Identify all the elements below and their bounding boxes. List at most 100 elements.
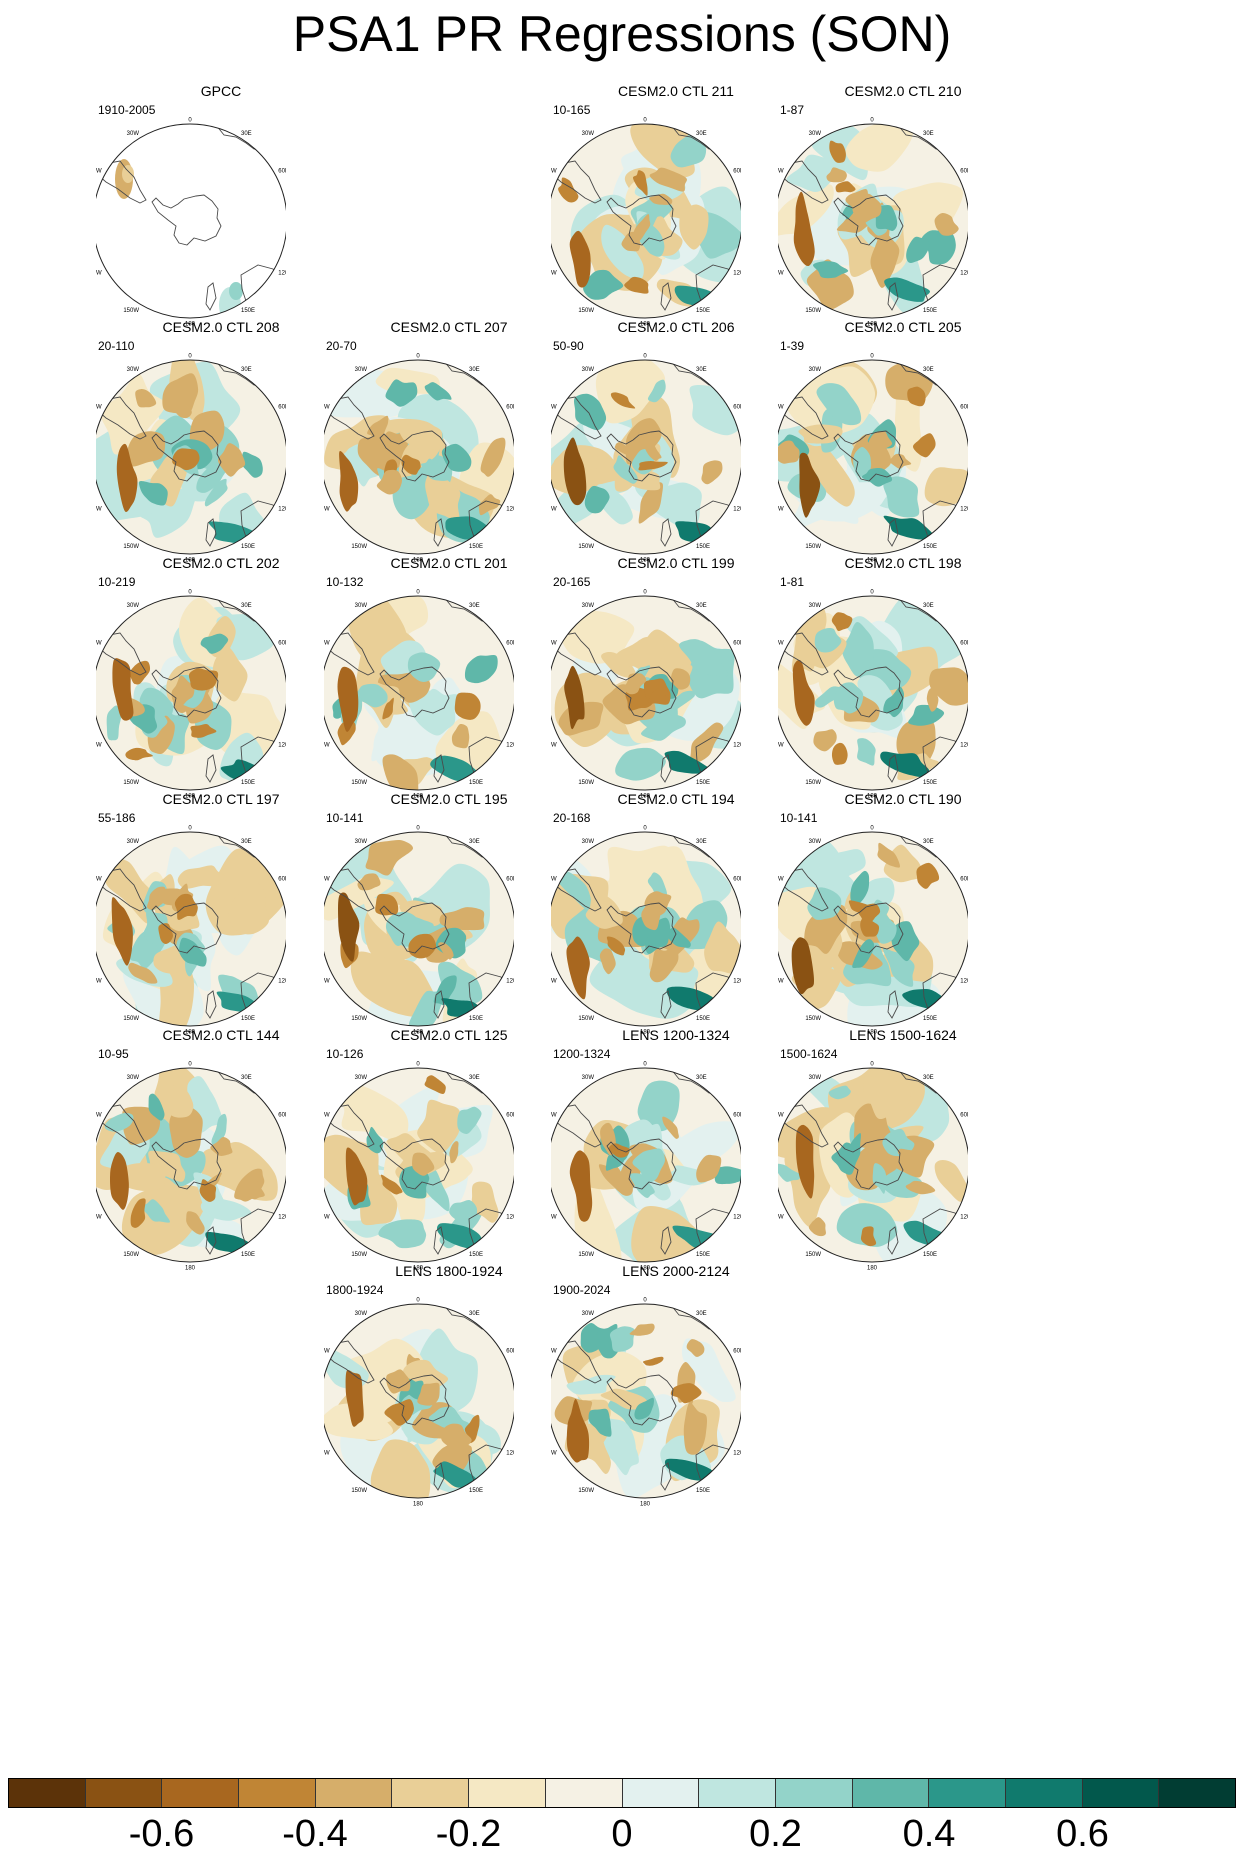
colorbar-tick-label: -0.6 bbox=[128, 1813, 195, 1855]
precip-contour bbox=[629, 1323, 655, 1336]
longitude-tick-label: 120E bbox=[278, 507, 286, 513]
precip-contour bbox=[440, 1423, 472, 1450]
page-title: PSA1 PR Regressions (SON) bbox=[292, 6, 952, 62]
longitude-tick-label: 30E bbox=[696, 839, 707, 845]
longitude-tick-label: 150E bbox=[241, 780, 255, 786]
precip-contour bbox=[615, 747, 666, 781]
precip-contour bbox=[852, 193, 882, 225]
colorbar-bin bbox=[162, 1779, 240, 1807]
precip-contour bbox=[480, 437, 506, 477]
colorbar-bin bbox=[852, 1779, 930, 1807]
longitude-tick-label: 60E bbox=[278, 169, 286, 175]
precip-contour bbox=[424, 1075, 446, 1095]
panel-year-range: 1910-2005 bbox=[98, 103, 156, 117]
panel-year-range: 50-90 bbox=[553, 339, 584, 353]
precip-contour bbox=[683, 1402, 708, 1455]
precip-contour bbox=[686, 1339, 705, 1357]
longitude-tick-label: 30E bbox=[469, 839, 480, 845]
precip-contour bbox=[148, 1150, 186, 1182]
precip-contour bbox=[934, 1160, 968, 1202]
panel-year-range: 10-141 bbox=[780, 811, 818, 825]
polar-map: 030E60E90E120E150E180150W120W90W60W30W bbox=[551, 826, 741, 1036]
map-boundary bbox=[324, 359, 514, 555]
precip-contour bbox=[870, 231, 900, 288]
longitude-tick-label: 60E bbox=[960, 169, 968, 175]
precip-contour bbox=[147, 715, 175, 754]
longitude-tick-label: 180 bbox=[413, 1266, 424, 1272]
precip-contour bbox=[828, 1085, 851, 1100]
longitude-tick-label: 30E bbox=[923, 839, 934, 845]
map-panel: LENS 1800-19241800-1924030E60E90E120E150… bbox=[324, 1263, 574, 1518]
panel-year-range: 20-110 bbox=[98, 339, 135, 353]
polar-map: 030E60E90E120E150E180150W120W90W60W30W bbox=[96, 118, 286, 328]
longitude-tick-label: 30W bbox=[355, 839, 368, 845]
precip-contour bbox=[167, 391, 192, 419]
polar-map: 030E60E90E120E150E180150W120W90W60W30W bbox=[324, 1062, 514, 1272]
precip-contour bbox=[625, 418, 662, 465]
precip-contour bbox=[829, 140, 846, 163]
panel-year-range: 10-95 bbox=[98, 1047, 129, 1061]
longitude-tick-label: 180 bbox=[185, 558, 196, 564]
longitude-tick-label: 120E bbox=[278, 743, 286, 749]
longitude-tick-label: 120E bbox=[733, 1451, 741, 1457]
precip-contour bbox=[649, 947, 679, 983]
longitude-tick-label: 120E bbox=[733, 743, 741, 749]
longitude-tick-label: 120E bbox=[278, 271, 286, 277]
precip-contour bbox=[614, 442, 633, 457]
precip-contour bbox=[595, 360, 666, 424]
longitude-tick-label: 120W bbox=[778, 743, 784, 749]
precip-contour bbox=[111, 897, 133, 966]
precip-contour bbox=[566, 936, 590, 1000]
map-panel: CESM2.0 CTL 21110-165030E60E90E120E150E1… bbox=[551, 83, 801, 338]
longitude-tick-label: 30E bbox=[696, 367, 707, 373]
precip-contour bbox=[624, 673, 647, 695]
precip-contour bbox=[376, 469, 402, 495]
longitude-tick-label: 150E bbox=[923, 544, 937, 550]
longitude-tick-label: 120W bbox=[324, 1451, 330, 1457]
precip-contour bbox=[386, 1369, 411, 1394]
precip-contour bbox=[637, 1080, 680, 1132]
precip-contour bbox=[886, 182, 963, 252]
colorbar-bin bbox=[929, 1779, 1006, 1807]
longitude-tick-label: 150E bbox=[241, 544, 255, 550]
map-field bbox=[778, 832, 968, 1026]
precip-contour bbox=[632, 1148, 665, 1184]
map-boundary bbox=[551, 1067, 741, 1263]
map-boundary bbox=[96, 831, 286, 1027]
map-boundary bbox=[778, 1067, 968, 1263]
precip-contour bbox=[417, 1382, 440, 1406]
longitude-tick-label: 60E bbox=[733, 169, 741, 175]
precip-contour bbox=[351, 683, 388, 708]
longitude-tick-label: 60W bbox=[96, 405, 102, 411]
longitude-tick-label: 150E bbox=[241, 1016, 255, 1022]
map-field bbox=[96, 124, 286, 318]
map-panel: CESM2.0 CTL 2051-39030E60E90E120E150E180… bbox=[778, 319, 1028, 574]
polar-map: 030E60E90E120E150E180150W120W90W60W30W bbox=[324, 826, 514, 1036]
longitude-tick-label: 120E bbox=[733, 1215, 741, 1221]
precip-contour bbox=[569, 1150, 593, 1222]
coastlines bbox=[552, 124, 738, 311]
panel-year-range: 1200-1324 bbox=[553, 1047, 611, 1061]
longitude-tick-label: 30W bbox=[582, 1075, 595, 1081]
precip-contour bbox=[573, 393, 607, 431]
precip-contour bbox=[401, 454, 421, 475]
longitude-tick-label: 30W bbox=[582, 1311, 595, 1317]
precip-contour bbox=[599, 948, 616, 975]
precip-contour bbox=[424, 382, 452, 401]
longitude-tick-label: 60W bbox=[778, 169, 784, 175]
precip-contour bbox=[704, 921, 741, 974]
longitude-tick-label: 120W bbox=[324, 1215, 330, 1221]
longitude-tick-label: 120E bbox=[733, 271, 741, 277]
map-panel: CESM2.0 CTL 19755-186030E60E90E120E150E1… bbox=[96, 791, 346, 1046]
longitude-tick-label: 0 bbox=[188, 590, 192, 596]
longitude-tick-label: 60E bbox=[960, 641, 968, 647]
map-field bbox=[96, 1068, 286, 1262]
precip-contour bbox=[596, 1430, 639, 1476]
precip-contour bbox=[696, 1154, 722, 1183]
longitude-tick-label: 150E bbox=[469, 1488, 483, 1494]
precip-contour bbox=[831, 612, 853, 632]
precip-contour bbox=[863, 1068, 911, 1120]
precip-contour bbox=[109, 1151, 129, 1210]
precip-contour bbox=[912, 433, 936, 458]
precip-contour bbox=[210, 1136, 233, 1156]
